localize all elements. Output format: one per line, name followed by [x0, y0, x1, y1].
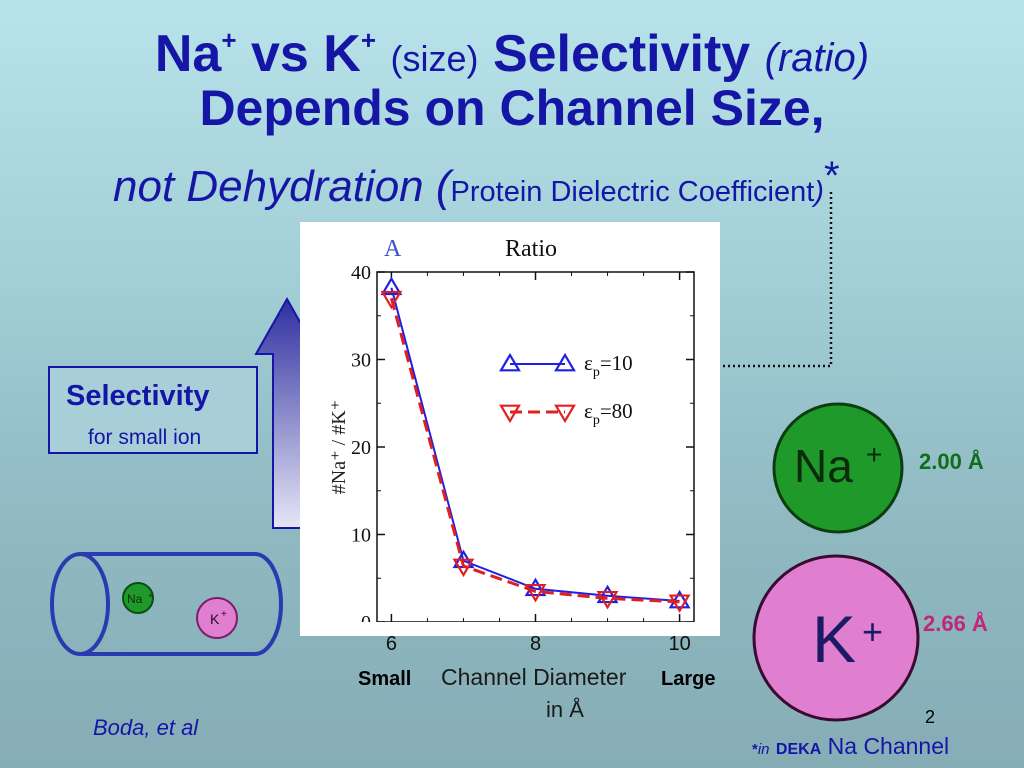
citation-boda: Boda, et al [93, 715, 199, 740]
selectivity-box-subtitle: for small ion [88, 426, 202, 449]
title-line-2: Depends on Channel Size, [199, 80, 825, 136]
series-1-point [668, 589, 691, 609]
legend-marker-left-1 [499, 352, 521, 372]
k-ion-plus: + [862, 611, 883, 652]
title-selectivity: Selectivity [492, 25, 751, 83]
x-tick-labels-area: 6 8 10 [300, 622, 720, 655]
chart-ticks: 010203040 [351, 262, 694, 634]
channel-k-label: K [210, 611, 220, 627]
selectivity-box-title: Selectivity [66, 380, 210, 412]
title-line-3: not Dehydration (Protein Dielectric Coef… [113, 148, 840, 220]
chart-title: Ratio [505, 236, 557, 262]
series-2-point [524, 583, 547, 603]
k-ion-radius: 2.66 Å [923, 611, 988, 636]
title-na-plus: + [221, 25, 237, 55]
axis-label-in-angstrom: in Å [546, 697, 584, 722]
series-2-point [596, 590, 619, 610]
title-vs-k: vs K [251, 25, 361, 83]
chart-series-group [380, 276, 691, 614]
series-1-point [596, 584, 619, 604]
legend-marker-left-2 [499, 404, 521, 424]
axis-label-channel-diameter: Channel Diameter [441, 664, 627, 690]
series-line-1 [390, 287, 680, 602]
series-2-point [452, 558, 475, 578]
title-line-1: Na+ vs K+ (size) Selectivity (ratio) [0, 10, 1024, 89]
deka-na-channel: Na Channel [827, 733, 950, 759]
chart-ylabel-text: #Na⁺ / #K⁺ [328, 400, 350, 494]
legend-marker-right-1 [554, 352, 576, 372]
title-not-dehydration: not Dehydration [113, 162, 424, 211]
channel-na-label: Na [127, 592, 143, 606]
y-tick-label: 20 [351, 437, 371, 459]
chart-ylabel: #Na⁺ / #K⁺ [328, 400, 350, 494]
channel-na-plus: + [148, 591, 153, 600]
channel-k-ion [196, 597, 238, 639]
y-tick-label: 30 [351, 350, 371, 372]
series-2-point [380, 290, 403, 310]
axis-label-large: Large [661, 668, 716, 690]
x-tick-label: 8 [530, 633, 541, 655]
na-ion-symbol: Na [794, 440, 853, 492]
na-ion-radius: 2.00 Å [919, 449, 984, 474]
chart-legend: εp=10 εp=80 [499, 351, 633, 428]
deka-star: * [752, 741, 758, 758]
deka-in: in [757, 741, 770, 758]
na-ion-sphere: Na + [772, 402, 904, 534]
series-line-2 [389, 297, 680, 604]
na-ion-plus: + [866, 439, 882, 470]
selectivity-box: Selectivity for small ion [48, 366, 258, 454]
title-size: (size) [390, 38, 479, 79]
x-tick-label: 6 [386, 633, 397, 655]
axis-label-small: Small [358, 668, 412, 690]
k-ion-symbol: K [812, 602, 856, 676]
title-close-paren: ) [814, 176, 824, 208]
chart-panel-label: A [384, 236, 402, 262]
title-ratio: (ratio) [764, 36, 870, 80]
legend-label-2: εp=80 [584, 399, 633, 428]
channel-na-ion [122, 582, 154, 614]
title-k-plus: + [360, 25, 377, 55]
y-tick-label: 40 [351, 262, 371, 284]
series-1-point [524, 577, 547, 597]
title-protein-dielectric: Protein Dielectric Coefficient [450, 176, 815, 208]
title-na: Na [154, 25, 222, 83]
channel-k-plus: + [221, 609, 227, 620]
k-ion-sphere: K + [752, 554, 920, 722]
x-tick-label: 10 [668, 633, 690, 655]
deka-footnote: *in DEKA Na Channel [752, 733, 949, 760]
deka-label: DEKA [775, 741, 822, 758]
legend-marker-right-2 [554, 404, 576, 424]
legend-label-1: εp=10 [584, 351, 633, 380]
series-2-point [668, 594, 691, 614]
title-star: * [823, 154, 840, 198]
series-1-point [380, 276, 403, 296]
x-tick-labels: 6 8 10 [386, 633, 691, 655]
y-tick-label: 10 [351, 525, 371, 547]
page-number: 2 [925, 707, 936, 727]
channel-diagram: Na + K + [50, 552, 283, 656]
title-open-paren: ( [435, 162, 451, 211]
